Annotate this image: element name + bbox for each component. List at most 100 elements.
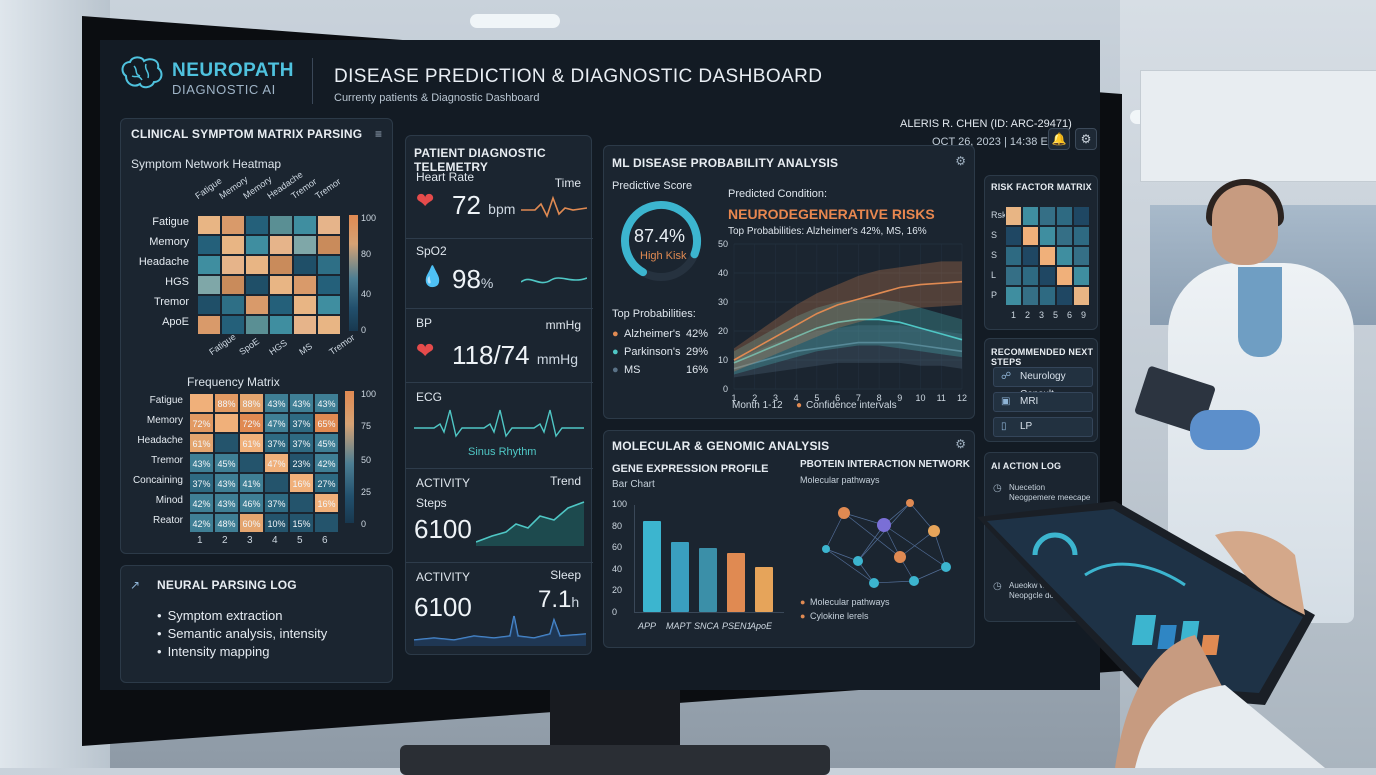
log-entry: Aueokw ww0 (1009, 581, 1056, 590)
heatmap-cell (245, 295, 269, 315)
heatmap-scale-label: 40 (361, 289, 372, 299)
page-subtitle: Currenty patients & Diagnostic Dashboard (334, 92, 540, 104)
heatmap-cell (293, 275, 317, 295)
activity-label: ACTIVITY (416, 476, 471, 490)
gene-label: PSEN1 (722, 621, 752, 631)
bullet: • (157, 644, 162, 659)
heatmap-cell (221, 235, 245, 255)
heatmap-bottom-label: Tremor (327, 332, 357, 357)
next-steps-panel: RECOMMENDED NEXT STEPS ☍Neurology Consul… (984, 338, 1098, 442)
x-tick-label: 9 (897, 393, 902, 403)
pointer-icon: ↗ (130, 578, 141, 592)
heatmap-title: Symptom Network Heatmap (131, 157, 282, 171)
gene-bar (643, 521, 661, 612)
heatmap-cell (269, 295, 293, 315)
gear-icon[interactable]: ⚙ (1075, 128, 1097, 150)
clock-icon: ◷ (993, 483, 1002, 494)
x-tick-label: 2 (752, 393, 757, 403)
ecg-caption: Sinus Rhythm (468, 446, 537, 458)
mri-button[interactable]: ▣ MRI (993, 392, 1093, 412)
freq-row-label: Memory (146, 415, 183, 426)
activity-sub: Steps (416, 496, 447, 510)
bell-icon[interactable]: 🔔 (1048, 128, 1070, 150)
heatmap-bottom-label: Fatigue (207, 331, 238, 357)
risk-cell (1005, 206, 1022, 226)
gene-y-tick: 60 (612, 542, 623, 553)
heatmap-col-label: Fatigue (193, 175, 224, 201)
freq-col-label: 6 (322, 535, 328, 546)
freq-cell: 43% (214, 493, 239, 513)
freq-scale-label: 75 (361, 421, 372, 431)
gear-icon[interactable]: ⚙ (955, 154, 966, 168)
filter-icon[interactable]: ≡ (374, 127, 382, 141)
divider (406, 382, 593, 383)
risk-cell (1022, 286, 1039, 306)
risk-cell (1073, 246, 1090, 266)
freq-cell: 37% (264, 433, 289, 453)
monitor-base (400, 745, 830, 775)
heatmap-bottom-label: HGS (267, 337, 289, 357)
freq-col-label: 4 (272, 535, 278, 546)
risk-row-label: L (991, 270, 997, 280)
heatmap-bottom-label: SpoE (237, 336, 262, 357)
prob-value: 16% (686, 364, 709, 376)
heatmap-cell (269, 255, 293, 275)
x-tick-label: 6 (835, 393, 840, 403)
protein-network (822, 499, 951, 588)
freq-scale-label: 25 (361, 487, 372, 497)
heatmap-cell (317, 295, 341, 315)
gear-icon[interactable]: ⚙ (955, 437, 966, 451)
freq-cell: 15% (289, 513, 314, 533)
log-item: • Intensity mapping (157, 644, 269, 659)
risk-cell (1039, 226, 1056, 246)
prob-name: MS (624, 364, 641, 376)
neurology-consult-button[interactable]: ☍Neurology Consult (993, 367, 1093, 400)
heatmap-scale-label: 100 (361, 213, 377, 223)
network-sub: Molecular pathways (800, 475, 880, 485)
heatmap-cell (269, 215, 293, 235)
prob-name: Alzheimer's (624, 328, 681, 340)
risk-cell (1056, 206, 1073, 226)
heatmap-cell (197, 215, 221, 235)
predictive-score-gauge (621, 201, 701, 281)
risk-row-label: S (991, 230, 998, 240)
y-tick-label: 50 (718, 239, 728, 249)
steps-value: 6100 (414, 514, 472, 544)
gene-y-tick: 20 (612, 585, 623, 596)
ecg-label: ECG (416, 390, 443, 404)
sleep-label: Sleep (550, 568, 581, 582)
spo2-value: 98 (452, 264, 481, 294)
freq-cell: 37% (289, 413, 314, 433)
bp-label: BP (416, 316, 433, 330)
heatmap-scale-label: 0 (361, 325, 367, 335)
button-label: LP (1020, 421, 1033, 432)
freq-cell (214, 433, 239, 453)
heatmap-cell (317, 235, 341, 255)
heatmap-cell (293, 315, 317, 335)
log-entry: Neopgcle doole (1009, 591, 1065, 600)
freq-row-label: Minod (155, 495, 183, 506)
freq-cell: 10% (264, 513, 289, 533)
heatmap-cell (269, 315, 293, 335)
risk-cell (1005, 246, 1022, 266)
prob-dot: ● (612, 346, 619, 358)
heatmap-cell (293, 215, 317, 235)
bp-readout: 118/74 mmHg (452, 340, 578, 371)
lp-button[interactable]: ▯ LP (993, 417, 1093, 437)
bullet: • (157, 608, 162, 623)
gene-title: GENE EXPRESSION PROFILE (612, 463, 769, 475)
molecular-title: MOLECULAR & GENOMIC ANALYSIS (612, 439, 830, 453)
confidence-band-0 (734, 261, 962, 372)
gene-label: ApoE (750, 621, 773, 631)
risk-cell (1056, 226, 1073, 246)
spo2-label: SpO2 (416, 244, 447, 258)
freq-cell: 37% (189, 473, 214, 493)
bullet: • (157, 626, 162, 641)
risk-cell (1039, 266, 1056, 286)
series-line-0 (733, 280, 963, 361)
heatmap-cell (317, 275, 341, 295)
network-legend-0: Molecular pathways (810, 597, 890, 607)
heatmap-cell (293, 235, 317, 255)
freq-cell: 42% (314, 453, 339, 473)
